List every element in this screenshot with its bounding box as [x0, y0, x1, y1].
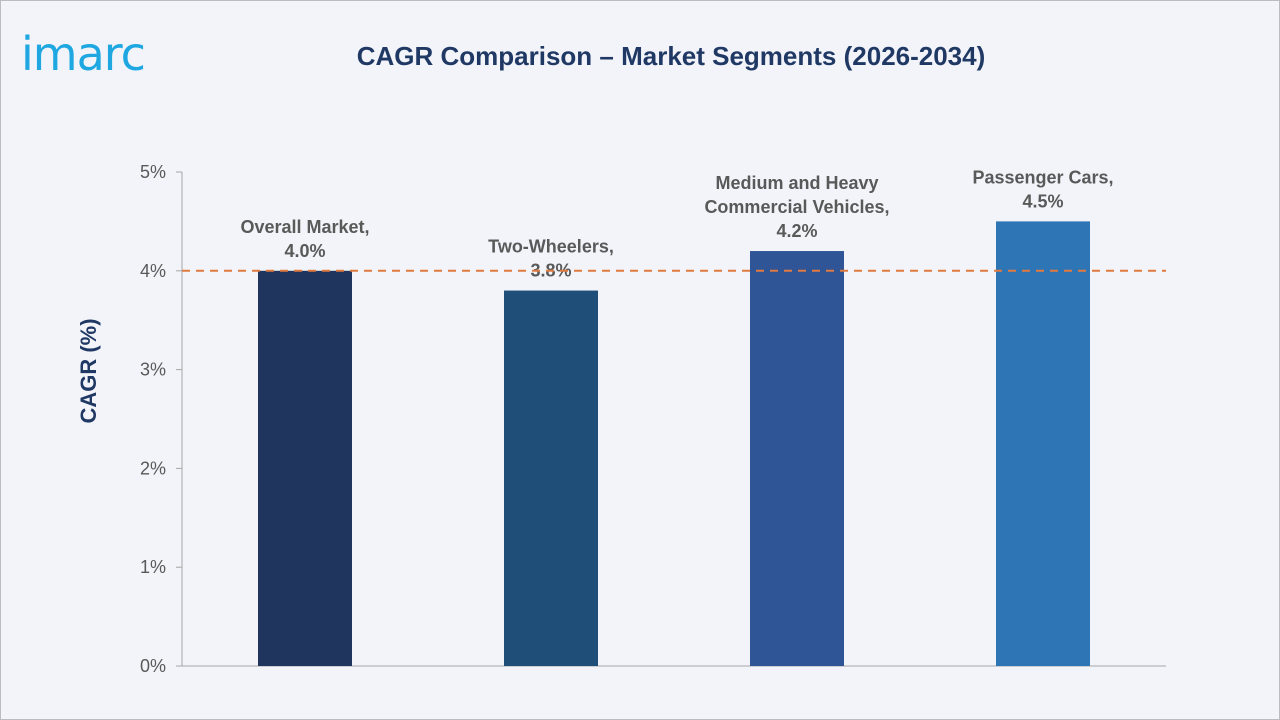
data-label: Passenger Cars,	[972, 167, 1113, 187]
bar-passenger-cars	[996, 221, 1090, 666]
data-label: Two-Wheelers,	[488, 237, 614, 257]
bar-two-wheelers	[504, 290, 598, 666]
bar-medium-and-heavy-commercial-vehicles	[750, 251, 844, 667]
data-label: Medium and Heavy	[715, 173, 878, 193]
y-tick-label: 4%	[140, 261, 166, 281]
y-tick-label: 3%	[140, 360, 166, 380]
data-label: 4.0%	[284, 241, 325, 261]
plot-area: 0% 1% 2% 3% 4% 5% Overall Market, 4.0% Two-Wheel…	[140, 162, 1166, 676]
data-label: Commercial Vehicles,	[704, 197, 889, 217]
chart-title: CAGR Comparison – Market Segments (2026-…	[356, 41, 986, 71]
imarc-logo: imarc	[21, 27, 146, 81]
y-tick-label: 5%	[140, 162, 166, 182]
y-tick-label: 0%	[140, 656, 166, 676]
bar-overall-market	[258, 270, 352, 666]
y-axis-label: CAGR (%)	[76, 318, 101, 423]
data-label: Overall Market,	[240, 217, 369, 237]
y-tick-label: 1%	[140, 557, 166, 577]
data-label: 4.5%	[1022, 191, 1063, 211]
y-tick-label: 2%	[140, 458, 166, 478]
data-label: 4.2%	[776, 221, 817, 241]
